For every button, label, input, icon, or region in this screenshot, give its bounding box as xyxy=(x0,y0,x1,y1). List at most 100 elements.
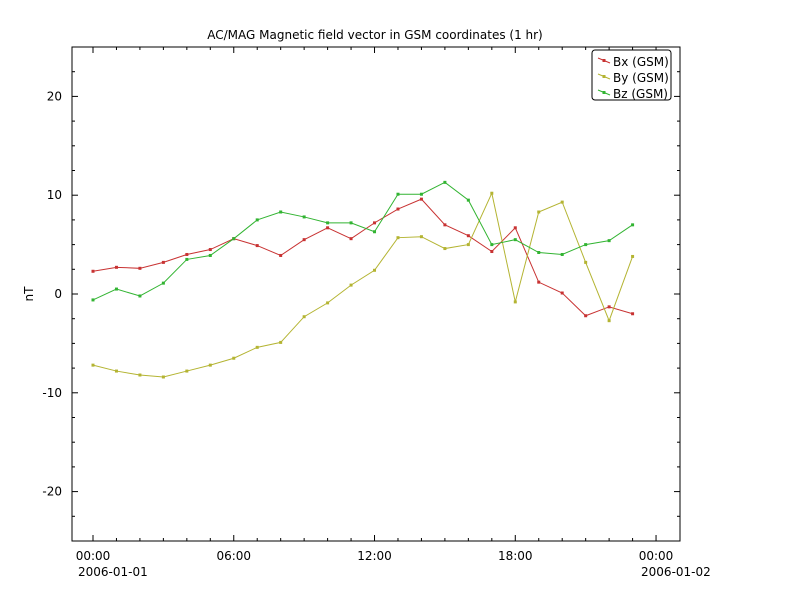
data-point xyxy=(138,266,142,270)
data-point xyxy=(419,197,423,201)
x-tick-sublabel: 2006-01-01 xyxy=(78,565,148,579)
legend: Bx (GSM) By (GSM) Bz (GSM) xyxy=(591,49,672,101)
data-point xyxy=(208,363,212,367)
series-line-2 xyxy=(92,191,634,378)
data-point xyxy=(114,369,118,373)
data-point xyxy=(490,191,494,195)
data-point xyxy=(326,301,330,305)
axes: 20 10 0 -10 -20 00:00 2006-01-01 06:00 12:00 18:0… xyxy=(42,46,711,579)
data-point xyxy=(185,257,189,261)
data-point xyxy=(607,239,611,243)
y-tick-label: -20 xyxy=(42,485,62,499)
data-point xyxy=(349,221,353,225)
x-tick-label: 18:00 xyxy=(498,549,533,563)
data-point xyxy=(396,236,400,240)
data-point xyxy=(349,283,353,287)
data-point xyxy=(513,226,517,230)
y-tick-label: 0 xyxy=(54,287,62,301)
data-point xyxy=(255,244,259,248)
data-point xyxy=(185,369,189,373)
data-point xyxy=(419,235,423,239)
data-point xyxy=(490,243,494,247)
data-point xyxy=(631,223,635,227)
data-point xyxy=(91,363,95,367)
data-point xyxy=(466,198,470,202)
y-tick-label: -10 xyxy=(42,386,62,400)
data-point xyxy=(255,218,259,222)
legend-marker xyxy=(602,75,606,78)
data-point xyxy=(373,230,377,234)
data-point xyxy=(443,247,447,251)
data-point xyxy=(326,221,330,225)
data-point xyxy=(279,253,283,257)
data-point xyxy=(208,253,212,257)
chart-title: AC/MAG Magnetic field vector in GSM coor… xyxy=(207,28,543,42)
data-point xyxy=(560,200,564,204)
data-point xyxy=(138,294,142,298)
data-point xyxy=(302,215,306,219)
data-point xyxy=(91,298,95,302)
data-point xyxy=(349,237,353,241)
data-point xyxy=(443,180,447,184)
data-point xyxy=(208,248,212,252)
data-point xyxy=(560,252,564,256)
legend-box xyxy=(591,49,672,101)
series-line-3 xyxy=(92,181,633,301)
data-point xyxy=(161,375,165,379)
data-point xyxy=(302,238,306,242)
data-point xyxy=(279,210,283,214)
data-point xyxy=(185,252,189,256)
data-point xyxy=(232,237,236,241)
data-point xyxy=(91,269,95,273)
series-line-1 xyxy=(92,198,633,317)
legend-marker xyxy=(602,91,606,94)
data-point xyxy=(373,268,377,272)
y-tick-label: 10 xyxy=(47,188,62,202)
plot-frame xyxy=(71,46,681,542)
y-tick-label: 20 xyxy=(47,89,62,103)
data-point xyxy=(607,305,611,309)
data-point xyxy=(537,251,541,255)
data-point xyxy=(255,345,259,349)
data-point xyxy=(302,315,306,319)
data-point xyxy=(631,254,635,258)
legend-label: Bz (GSM) xyxy=(613,87,668,101)
data-point xyxy=(631,312,635,316)
data-point xyxy=(584,243,588,247)
x-tick-sublabel: 2006-01-02 xyxy=(641,565,711,579)
legend-label: By (GSM) xyxy=(613,71,669,85)
data-point xyxy=(513,300,517,304)
data-point xyxy=(373,221,377,225)
series-layer xyxy=(91,180,635,379)
x-tick-label: 06:00 xyxy=(216,549,251,563)
legend-marker xyxy=(602,59,606,62)
data-point xyxy=(114,265,118,269)
data-point xyxy=(490,250,494,254)
data-point xyxy=(560,291,564,295)
data-point xyxy=(584,314,588,318)
legend-label: Bx (GSM) xyxy=(613,55,669,69)
data-point xyxy=(279,340,283,344)
data-point xyxy=(138,373,142,377)
data-point xyxy=(537,280,541,284)
data-point xyxy=(537,210,541,214)
data-point xyxy=(161,260,165,264)
x-tick-label: 00:00 xyxy=(639,549,674,563)
data-point xyxy=(419,192,423,196)
data-point xyxy=(161,281,165,285)
data-point xyxy=(466,234,470,238)
data-point xyxy=(513,238,517,242)
data-point xyxy=(114,287,118,291)
x-tick-label: 00:00 xyxy=(76,549,111,563)
x-tick-label: 12:00 xyxy=(357,549,392,563)
y-axis-label: nT xyxy=(22,286,36,302)
data-point xyxy=(396,207,400,211)
data-point xyxy=(326,226,330,230)
data-point xyxy=(232,356,236,360)
data-point xyxy=(466,243,470,247)
data-point xyxy=(584,260,588,264)
data-point xyxy=(396,192,400,196)
data-point xyxy=(443,223,447,227)
data-point xyxy=(607,319,611,323)
